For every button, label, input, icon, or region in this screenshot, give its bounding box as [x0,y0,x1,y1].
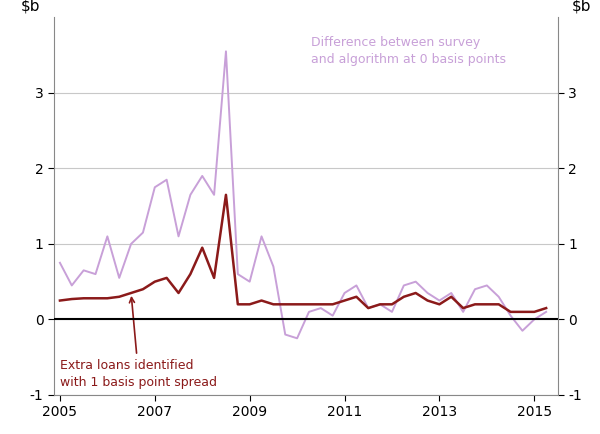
Text: $b: $b [21,0,41,13]
Text: $b: $b [571,0,591,13]
Text: Difference between survey
and algorithm at 0 basis points: Difference between survey and algorithm … [311,36,506,66]
Text: Extra loans identified
with 1 basis point spread: Extra loans identified with 1 basis poin… [60,298,217,389]
